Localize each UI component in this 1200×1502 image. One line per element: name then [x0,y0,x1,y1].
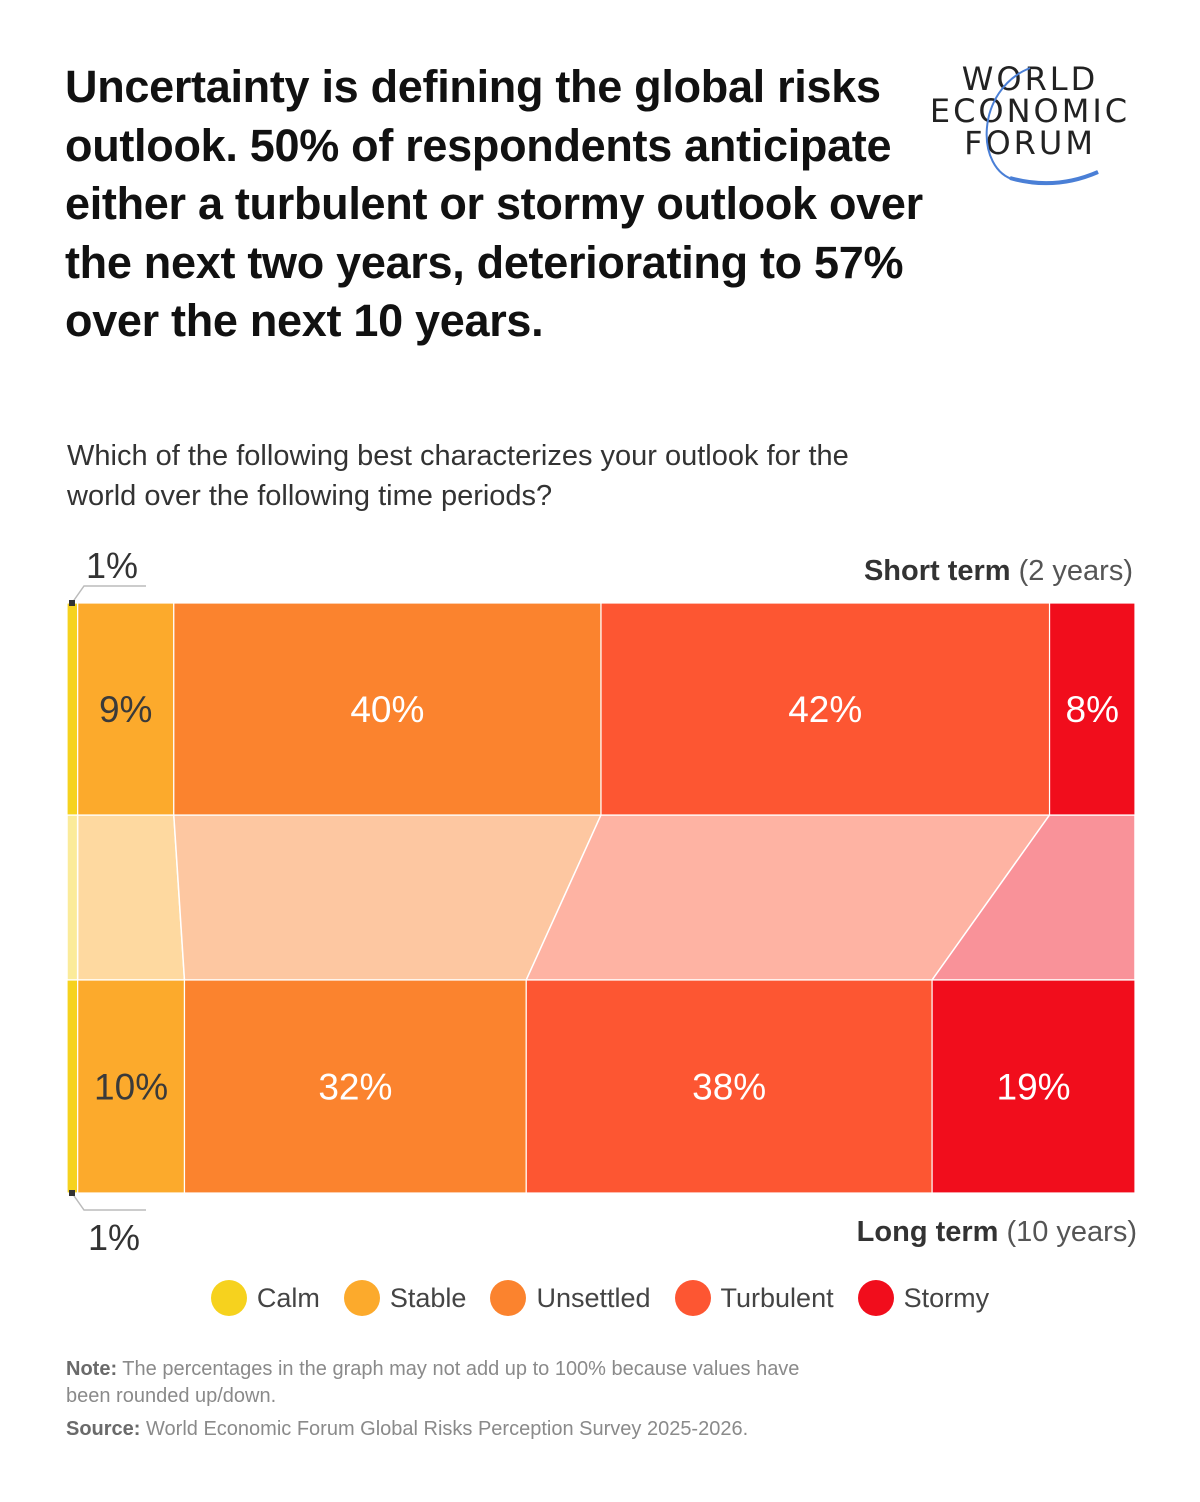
bar-short-unsettled [173,602,602,816]
note-text: The percentages in the graph may not add… [66,1358,800,1407]
bar-long-stormy [931,979,1136,1194]
bars [66,602,1136,1194]
label-short-stable: 9% [99,689,152,730]
legend-swatch [674,1280,711,1316]
legend-item-stormy: Stormy [857,1280,990,1316]
legend-swatch [490,1280,527,1316]
label-long-turbulent: 38% [692,1067,766,1108]
legend-item-calm: Calm [210,1280,320,1316]
headline: Uncertainty is defining the global risks… [65,61,923,346]
segment-labels: 9% 10% 40% 32% 42% 38% 8% 19% [94,689,1119,1108]
wef-logo: WORLD ECONOMIC FORUM [930,60,1130,186]
legend-swatch [210,1280,247,1316]
legend-label: Turbulent [720,1282,834,1313]
logo-arc-thick [1009,170,1099,186]
bar-long-calm [66,979,79,1194]
legend-item-stable: Stable [343,1280,467,1316]
legend-swatch [857,1280,894,1316]
logo-line-3: FORUM [964,124,1096,162]
bar-short-stormy [1048,602,1136,816]
legend-label: Unsettled [536,1282,651,1313]
label-short-turbulent: 42% [788,689,862,730]
long-term-name: Long term [857,1216,999,1248]
legend-label: Calm [256,1282,320,1313]
note: Note: The percentages in the graph may n… [66,1356,846,1410]
long-term-label: Long term (10 years) [857,1216,1137,1248]
legend-swatch [343,1280,380,1316]
bar-long-unsettled [183,979,527,1194]
short-term-name: Short term [864,555,1011,587]
source: Source: World Economic Forum Global Risk… [66,1416,846,1443]
label-long-stable: 10% [94,1067,168,1108]
note-label: Note: [66,1358,118,1380]
legend-label: Stable [389,1282,467,1313]
logo-line-2: ECONOMIC [930,92,1130,130]
connector-calm [66,814,79,981]
connector-stable [76,814,186,981]
bar-short-turbulent [600,602,1051,816]
label-short-unsettled: 40% [350,689,424,730]
calm-leader-bottom [71,1192,146,1211]
short-term-label: Short term (2 years) [864,555,1133,587]
bar-short-calm [66,602,79,816]
calm-marker-top [69,600,75,606]
source-label: Source: [66,1418,141,1440]
legend: Calm Stable Unsettled Turbulent Stormy [0,1280,1200,1316]
bar-short-stable [77,602,175,816]
stacked-bar-chart: 9%10%40%32%42%38%8%19% 1% 1% Short term(… [66,545,1137,1258]
calm-leader-top [71,585,146,604]
label-short-stormy: 8% [1066,689,1119,730]
label-long-stormy: 19% [997,1067,1071,1108]
bar-long-stable [77,979,186,1194]
calm-label-long: 1% [88,1217,140,1258]
calm-annotations: 1% 1% [69,545,146,1258]
source-text: World Economic Forum Global Risks Percep… [140,1418,749,1440]
connector-bands [66,814,1136,981]
calm-marker-bottom [69,1190,75,1196]
label-long-unsettled: 32% [318,1067,392,1108]
short-term-period: (2 years) [1019,555,1133,587]
logo-line-1: WORLD [962,60,1099,98]
legend-item-turbulent: Turbulent [674,1280,834,1316]
survey-question: Which of the following best characterize… [67,440,849,512]
legend-item-unsettled: Unsettled [490,1280,651,1316]
calm-label-short: 1% [86,545,138,586]
footnotes: Note: The percentages in the graph may n… [66,1356,846,1443]
long-term-period: (10 years) [1006,1216,1137,1248]
legend-label: Stormy [903,1282,990,1313]
